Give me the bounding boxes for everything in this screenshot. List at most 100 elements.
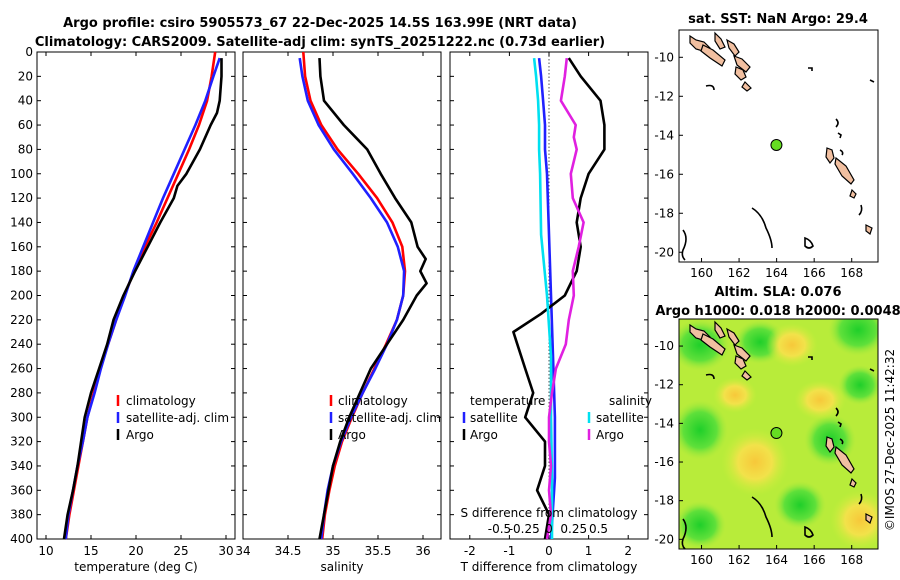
legend-climatology: climatology: [126, 394, 196, 408]
x-tick-label: 35.5: [365, 544, 392, 558]
island-shape: [734, 66, 747, 81]
s-tick-label: -0.25: [509, 522, 540, 536]
series-t-argo: [512, 57, 606, 540]
x-tick-label: 35: [325, 544, 340, 558]
x-tick-label: 20: [128, 544, 143, 558]
sla-map-title-1: Altim. SLA: 0.076: [715, 285, 842, 300]
s-tick-label: -0.5: [488, 522, 511, 536]
lat-tick-label: -20: [654, 245, 674, 259]
coastline: [839, 149, 844, 156]
legend-s-sat: satellite: [596, 411, 644, 425]
depth-tick-label: 220: [10, 313, 33, 327]
x-tick-label: -1: [503, 544, 515, 558]
coastline: [751, 496, 773, 538]
island-shape: [825, 147, 835, 165]
island-shape: [726, 327, 740, 346]
coastline: [705, 373, 715, 380]
island-shape: [834, 445, 855, 474]
lon-tick-label: 164: [765, 266, 788, 280]
x-tick-label: 25: [173, 544, 188, 558]
salinity-frame: [242, 51, 442, 540]
s-tick-label: 0.5: [589, 522, 608, 536]
s-difference-label: S difference from climatology: [461, 506, 638, 520]
coastline: [835, 407, 839, 417]
coastline: [808, 356, 813, 360]
coastline: [837, 132, 842, 139]
depth-tick-label: 0: [25, 45, 33, 59]
lat-tick-label: -16: [654, 167, 674, 181]
depth-tick-label: 380: [10, 508, 33, 522]
lon-tick-label: 168: [840, 266, 863, 280]
s-tick-label: 0.25: [560, 522, 587, 536]
depth-tick-label: 40: [18, 94, 33, 108]
island-shape: [700, 333, 726, 356]
depth-tick-label: 60: [18, 118, 33, 132]
series-s-satellite: [532, 57, 554, 539]
lat-tick-label: -14: [654, 128, 674, 142]
legend-s-title: salinity: [609, 394, 652, 408]
sla-map-title-2: Argo h1000: 0.018 h2000: 0.0048: [655, 304, 900, 319]
lat-tick-label: -12: [654, 89, 674, 103]
depth-tick-label: 160: [10, 240, 33, 254]
depth-tick-label: 300: [10, 410, 33, 424]
legend-argo: Argo: [126, 428, 154, 442]
legend-s-climatology: climatology: [338, 394, 408, 408]
s-tick-label: 0: [545, 522, 553, 536]
island-shape: [849, 188, 857, 199]
lat-tick-label: -12: [654, 378, 674, 392]
series-argo: [318, 58, 428, 540]
depth-tick-label: 120: [10, 191, 33, 205]
x-tick-label: 30: [218, 544, 233, 558]
argo-position-marker: [770, 427, 783, 440]
lon-tick-label: 166: [803, 266, 826, 280]
series-s-argo: [545, 57, 585, 540]
depth-tick-label: 140: [10, 215, 33, 229]
legend-s-satellite: satellite-adj. clim: [338, 411, 441, 425]
t-difference-label: T difference from climatology: [460, 560, 638, 574]
coastline: [804, 236, 814, 249]
temperature-xlabel: temperature (deg C): [74, 560, 197, 574]
island-shape: [865, 513, 873, 524]
x-tick-label: 34.5: [275, 544, 302, 558]
depth-tick-label: 100: [10, 167, 33, 181]
coastline: [858, 493, 863, 505]
coastline: [839, 438, 844, 445]
legend-satellite: satellite-adj. clim: [126, 411, 229, 425]
legend-s-argo: Argo: [338, 428, 366, 442]
sst-map: sat. SST: NaN Argo: 29.4 160 162 164 166 168…: [654, 12, 879, 280]
salinity-panel: 34 34.5 35 35.5 36 salinity climatology sate…: [235, 51, 442, 574]
legend-t-title: temperature: [470, 394, 545, 408]
legend-t-sat: satellite: [470, 411, 518, 425]
coastline: [751, 207, 773, 249]
island-shape: [714, 320, 726, 339]
coastline: [808, 67, 813, 71]
depth-tick-label: 400: [10, 532, 33, 546]
depth-tick-label: 320: [10, 435, 33, 449]
island-shape: [734, 355, 747, 370]
x-tick-label: 1: [585, 544, 593, 558]
salinity-xlabel: salinity: [320, 560, 363, 574]
island-shape: [700, 44, 726, 67]
coastline: [804, 525, 814, 538]
island-shape: [834, 156, 855, 185]
sst-map-title: sat. SST: NaN Argo: 29.4: [688, 12, 868, 27]
coastline: [869, 79, 875, 83]
island-shape: [733, 54, 751, 73]
lon-tick-label: 160: [690, 266, 713, 280]
difference-legend: temperature satellite Argo salinity sate…: [462, 394, 652, 442]
coastline: [835, 118, 839, 128]
lat-tick-label: -14: [654, 416, 674, 430]
island-shape: [726, 38, 740, 57]
island-shape: [865, 224, 873, 235]
lat-tick-label: -18: [654, 494, 674, 508]
coastline: [869, 368, 875, 372]
lat-tick-label: -10: [654, 50, 674, 64]
series-argo: [62, 58, 223, 540]
title-line-1: Argo profile: csiro 5905573_67 22-Dec-20…: [63, 16, 577, 31]
lat-tick-label: -10: [654, 339, 674, 353]
series-satellite-adj-clim: [298, 57, 406, 540]
argo-position-marker: [770, 139, 783, 152]
difference-panel: -2 -1 0 1 2 S difference from climatology -0…: [449, 51, 652, 574]
lon-tick-label: 168: [840, 553, 863, 567]
